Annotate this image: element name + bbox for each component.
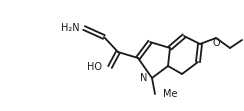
Text: Me: Me — [163, 89, 177, 99]
Text: H₂N: H₂N — [61, 23, 80, 33]
Text: O: O — [212, 38, 220, 48]
Text: N: N — [140, 73, 148, 83]
Text: HO: HO — [87, 62, 102, 72]
